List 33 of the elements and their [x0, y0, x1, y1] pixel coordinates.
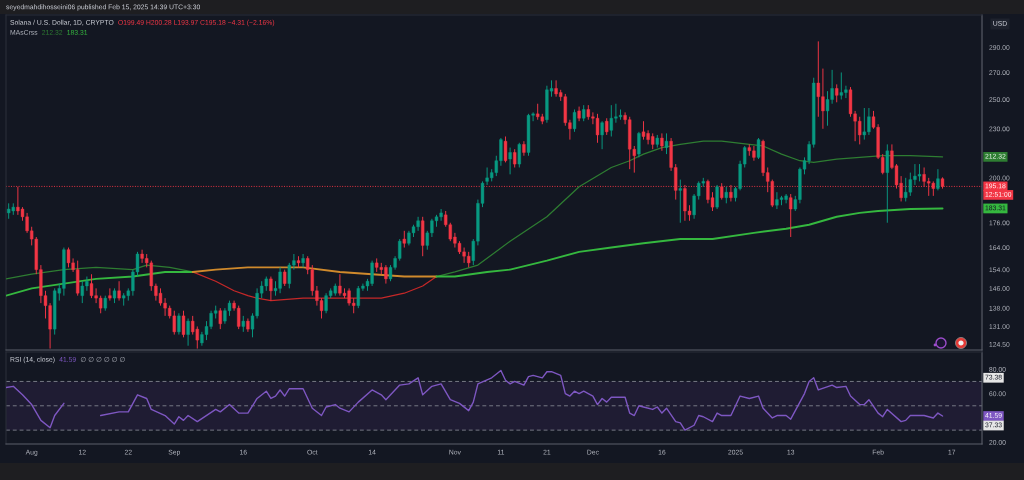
line-series [6, 270, 194, 297]
candlestick [177, 312, 181, 336]
candlestick [108, 287, 112, 302]
candlestick [904, 177, 908, 202]
candlestick [172, 310, 176, 336]
candlestick [664, 132, 669, 155]
candlestick [186, 318, 190, 347]
candlestick [789, 193, 793, 238]
candlestick [600, 120, 604, 150]
candlestick [301, 253, 305, 268]
candlestick [269, 276, 273, 302]
candlestick [637, 131, 641, 158]
candlestick [517, 142, 521, 168]
candlestick [595, 113, 600, 144]
candlestick [885, 143, 889, 224]
candlestick [936, 168, 940, 191]
candlestick [678, 179, 682, 224]
candlestick [89, 273, 94, 299]
candlestick [508, 147, 512, 175]
line-series [192, 271, 438, 302]
candlestick [513, 148, 517, 168]
candlestick [660, 132, 664, 152]
candlestick [218, 307, 222, 330]
candlestick [756, 137, 761, 160]
candlestick [618, 108, 623, 121]
candlestick [66, 247, 71, 268]
candlestick [117, 280, 121, 302]
candlestick [715, 184, 719, 210]
candlestick [641, 120, 646, 141]
candlestick [503, 136, 508, 163]
candlestick [572, 108, 577, 133]
candlestick [181, 310, 186, 338]
line-series [435, 207, 944, 278]
